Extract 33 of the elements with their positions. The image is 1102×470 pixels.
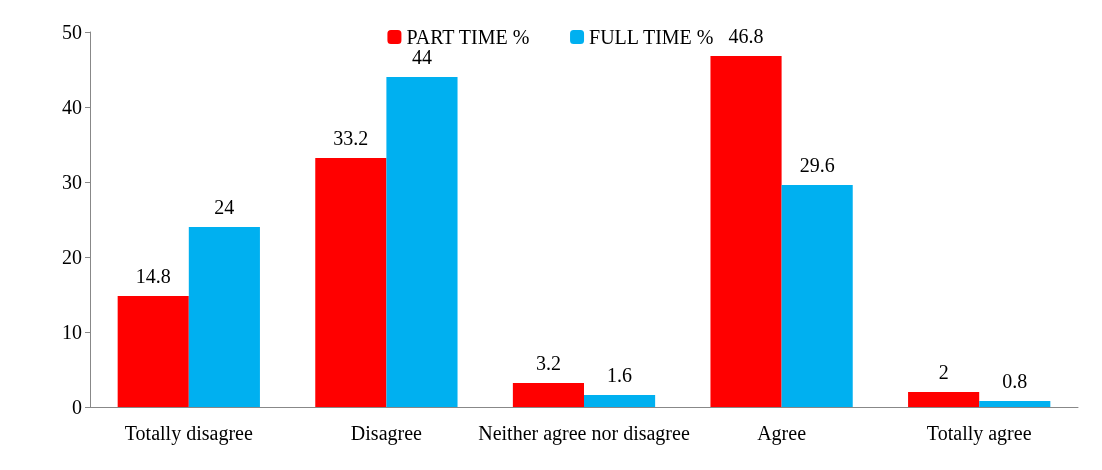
bar: [315, 158, 387, 407]
y-tick-label: 30: [62, 171, 82, 193]
bar: [386, 77, 458, 407]
legend-label: FULL TIME %: [589, 26, 714, 48]
data-label: 33.2: [333, 127, 369, 149]
y-tick-label: 40: [62, 96, 82, 118]
bar: [512, 383, 584, 407]
data-label: 2: [938, 361, 949, 383]
y-tick-label: 20: [62, 246, 82, 268]
bar: [584, 395, 656, 407]
data-label: 1.6: [607, 364, 633, 386]
x-tick-label: Totally agree: [926, 422, 1032, 445]
y-tick-label: 50: [62, 21, 82, 43]
bar: [188, 227, 260, 407]
x-tick-label: Agree: [757, 422, 807, 445]
data-label: 44: [411, 46, 432, 68]
x-tick-label: Disagree: [350, 422, 423, 445]
bar: [908, 392, 980, 407]
y-tick-label: 0: [72, 396, 82, 418]
bar: [781, 185, 853, 407]
data-label: 3.2: [535, 352, 561, 374]
bar: [117, 296, 189, 407]
data-label: 46.8: [728, 25, 764, 47]
x-tick-label: Neither agree nor disagree: [478, 422, 690, 445]
bar: [710, 56, 782, 407]
data-label: 14.8: [135, 265, 171, 287]
bar: [979, 401, 1051, 407]
y-tick-label: 10: [62, 321, 82, 343]
data-label: 29.6: [799, 154, 835, 176]
data-label: 24: [214, 196, 235, 218]
data-label: 0.8: [1002, 370, 1028, 392]
legend-label: PART TIME %: [406, 26, 530, 48]
x-tick-label: Totally disagree: [124, 422, 253, 445]
